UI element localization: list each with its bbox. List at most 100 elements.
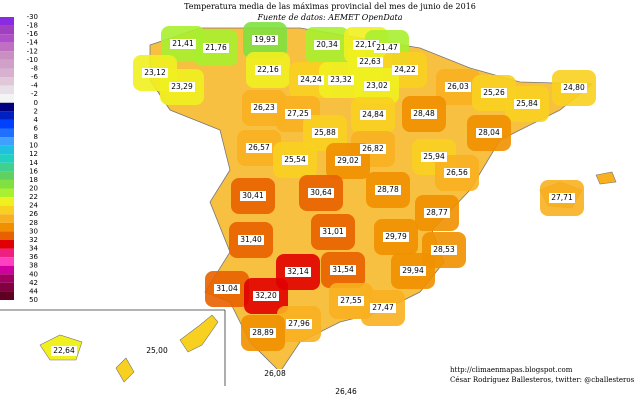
legend-swatch <box>0 231 14 240</box>
province-value: 31,04 <box>216 284 238 293</box>
label-box <box>400 266 426 276</box>
label-box <box>285 109 311 119</box>
province-value: 31,54 <box>332 265 354 274</box>
label-box <box>298 75 324 85</box>
label-box <box>514 99 540 109</box>
province-value: 28,89 <box>252 328 274 337</box>
label-box <box>561 83 587 93</box>
label-box <box>364 81 390 91</box>
label-box <box>424 208 450 218</box>
legend-swatch <box>0 274 14 283</box>
label-box <box>142 68 168 78</box>
label-box <box>312 128 338 138</box>
label-box <box>250 328 276 338</box>
label-box <box>262 369 288 379</box>
province-value: 28,77 <box>426 208 448 217</box>
legend-label: 20 <box>29 185 38 193</box>
label-box <box>330 265 356 275</box>
legend-swatch <box>0 17 14 26</box>
legend-label: -8 <box>31 64 38 72</box>
province-value: 28,53 <box>433 245 455 254</box>
province-value: 23,12 <box>144 68 166 77</box>
legend-swatch <box>0 119 14 129</box>
legend-swatch <box>0 162 14 172</box>
label-box <box>360 144 386 154</box>
province-value: 27,47 <box>372 303 394 312</box>
legend-swatch <box>0 214 14 223</box>
legend-label: -18 <box>27 22 38 30</box>
legend-swatch <box>0 145 14 155</box>
legend-swatch <box>0 68 14 78</box>
label-box <box>392 65 418 75</box>
province-value: 26,08 <box>264 369 286 378</box>
province-value: 21,41 <box>172 39 194 48</box>
legend-label: -6 <box>31 73 39 81</box>
label-box <box>375 185 401 195</box>
legend-swatch <box>0 154 14 163</box>
legend-swatch <box>0 248 14 258</box>
label-box <box>238 235 264 245</box>
label-box <box>314 40 340 50</box>
province-value: 26,57 <box>248 143 270 152</box>
province-value: 28,04 <box>478 128 500 137</box>
province-value: 22,63 <box>359 57 381 66</box>
legend-swatch <box>0 239 14 249</box>
label-box <box>203 43 229 53</box>
province-value: 29,79 <box>385 232 407 241</box>
legend-label: 8 <box>34 133 38 141</box>
province-value: 23,02 <box>366 81 388 90</box>
label-box <box>335 156 361 166</box>
legend-swatch <box>0 205 14 215</box>
title: Temperatura media de las máximas provinc… <box>184 2 476 11</box>
legend-label: 16 <box>29 167 38 175</box>
legend-swatch <box>0 42 14 52</box>
legend-label: -30 <box>27 13 38 21</box>
label-box <box>353 40 379 50</box>
legend-label: 26 <box>29 210 38 218</box>
label-box <box>421 152 447 162</box>
province-value: 30,64 <box>310 188 332 197</box>
legend-swatch <box>0 188 14 198</box>
legend-swatch <box>0 77 14 86</box>
label-box <box>282 155 308 165</box>
legend-swatch <box>0 171 14 180</box>
province-value: 25,84 <box>516 99 538 108</box>
province-value: 25,88 <box>314 128 336 137</box>
legend-label: 30 <box>29 227 38 235</box>
label-box <box>431 245 457 255</box>
province-value: 27,71 <box>551 193 573 202</box>
legend-label: 36 <box>29 253 38 261</box>
legend-swatch <box>0 222 14 232</box>
legend-swatch <box>0 128 14 138</box>
province-value: 24,24 <box>300 75 322 84</box>
province-value: 25,94 <box>423 152 445 161</box>
subtitle: Fuente de datos: AEMET OpenData <box>256 13 402 22</box>
province-value: 32,20 <box>255 291 277 300</box>
label-box <box>374 43 400 53</box>
legend-label: 14 <box>29 159 38 167</box>
legend-swatch <box>0 85 14 95</box>
legend-label: -10 <box>27 56 38 64</box>
province-value: 27,55 <box>340 296 362 305</box>
label-box <box>51 346 77 356</box>
legend-swatch <box>0 257 14 266</box>
island <box>179 314 219 353</box>
label-box <box>144 346 170 356</box>
legend-label: 10 <box>29 142 38 150</box>
province-value: 22,64 <box>53 346 75 355</box>
province-value: 27,96 <box>288 319 310 328</box>
province-value: 32,14 <box>287 267 309 276</box>
province-value: 20,34 <box>316 40 338 49</box>
label-box <box>240 191 266 201</box>
legend-swatch <box>0 25 14 35</box>
legend-swatch <box>0 94 14 103</box>
province-value: 22,16 <box>257 65 279 74</box>
label-box <box>308 188 334 198</box>
label-box <box>253 291 279 301</box>
legend-swatch <box>0 59 14 69</box>
legend-swatch <box>0 137 14 146</box>
label-box <box>328 75 354 85</box>
province-value: 31,01 <box>322 227 344 236</box>
legend-label: 18 <box>29 176 38 184</box>
island <box>595 171 617 185</box>
